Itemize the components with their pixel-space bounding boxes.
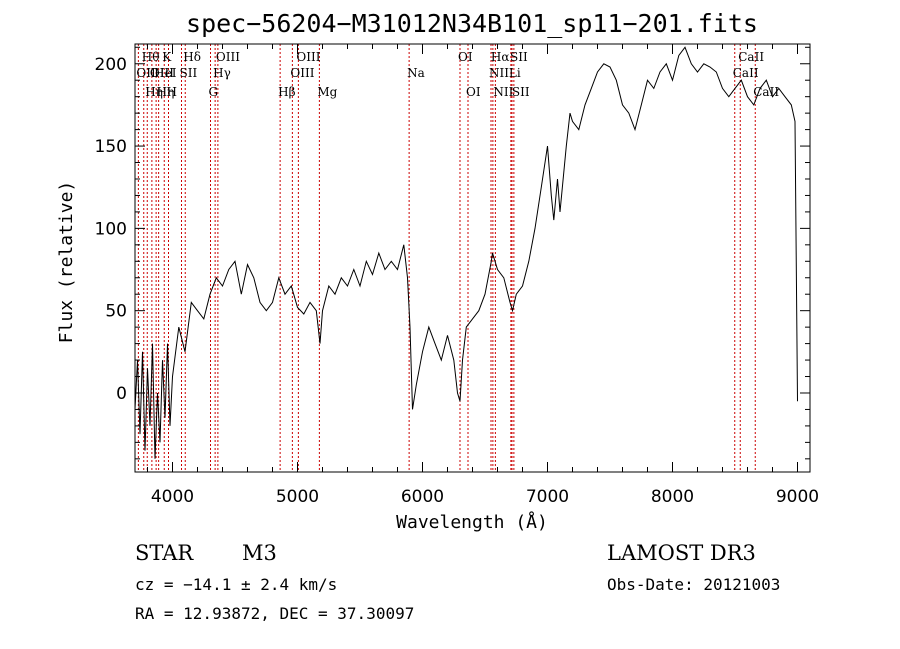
line-label: CaII <box>733 66 759 80</box>
line-label: Hη <box>145 85 163 99</box>
line-label: Hη <box>157 85 175 99</box>
line-label: Na <box>407 66 425 80</box>
plot-frame <box>134 43 811 473</box>
object-subclass: M3 <box>242 541 277 565</box>
line-label: Hθ <box>142 50 160 64</box>
y-tick-label: 100 <box>95 219 127 239</box>
line-label: Hα <box>491 50 510 64</box>
line-label: CaII <box>738 50 764 64</box>
line-label: Hγ <box>213 66 231 80</box>
line-label: Li <box>509 66 521 80</box>
y-tick-label: 200 <box>95 55 127 75</box>
y-axis: 0 50 100 150 200 <box>95 46 810 460</box>
survey-name: LAMOST DR3 <box>607 541 756 565</box>
line-label: OIII <box>216 50 240 64</box>
line-label: OIII <box>296 50 320 64</box>
chart-title: spec−56204−M31012N34B101_sp11−201.fits <box>186 9 758 38</box>
line-label: NII <box>493 85 513 99</box>
x-tick-label: 8000 <box>651 487 694 507</box>
x-tick-label: 7000 <box>526 487 569 507</box>
y-axis-label: Flux (relative) <box>56 181 77 344</box>
line-label: K <box>162 50 172 64</box>
x-tick-label: 6000 <box>401 487 444 507</box>
y-tick-label: 150 <box>95 137 127 157</box>
x-axis: 4000 5000 6000 7000 8000 9000 <box>147 44 819 507</box>
line-label: H <box>167 85 177 99</box>
line-label: OI <box>458 50 473 64</box>
line-label: OII <box>136 66 156 80</box>
line-label: SII <box>180 66 198 80</box>
line-label: Mg <box>317 85 337 99</box>
redshift-cz: cz = −14.1 ± 2.4 km/s <box>135 575 337 594</box>
x-axis-label: Wavelength (Å) <box>396 511 548 533</box>
y-tick-label: 50 <box>105 302 127 322</box>
observation-date: Obs-Date: 20121003 <box>607 575 780 594</box>
line-label: Hδ <box>183 50 201 64</box>
line-label: G <box>209 85 219 99</box>
x-tick-label: 4000 <box>151 487 194 507</box>
line-label: OIII <box>150 66 174 80</box>
object-class: STAR <box>135 541 194 565</box>
line-label: HeI <box>154 66 177 80</box>
coordinates: RA = 12.93872, DEC = 37.30097 <box>135 604 414 623</box>
line-label: Hβ <box>278 85 295 99</box>
line-label: OIII <box>290 66 314 80</box>
y-tick-label: 0 <box>116 384 127 404</box>
line-markers <box>137 44 756 472</box>
line-label: OI <box>466 85 481 99</box>
line-label: SII <box>512 85 530 99</box>
x-tick-label: 9000 <box>776 487 819 507</box>
spectrum-line <box>134 46 798 459</box>
line-label: SII <box>510 50 528 64</box>
x-tick-label: 5000 <box>276 487 319 507</box>
line-labels: OIIHθHηOIIIHeIHηKHSIIHδGHγOIIIHβOIIIOIII… <box>136 50 779 99</box>
line-label: NII <box>489 66 509 80</box>
